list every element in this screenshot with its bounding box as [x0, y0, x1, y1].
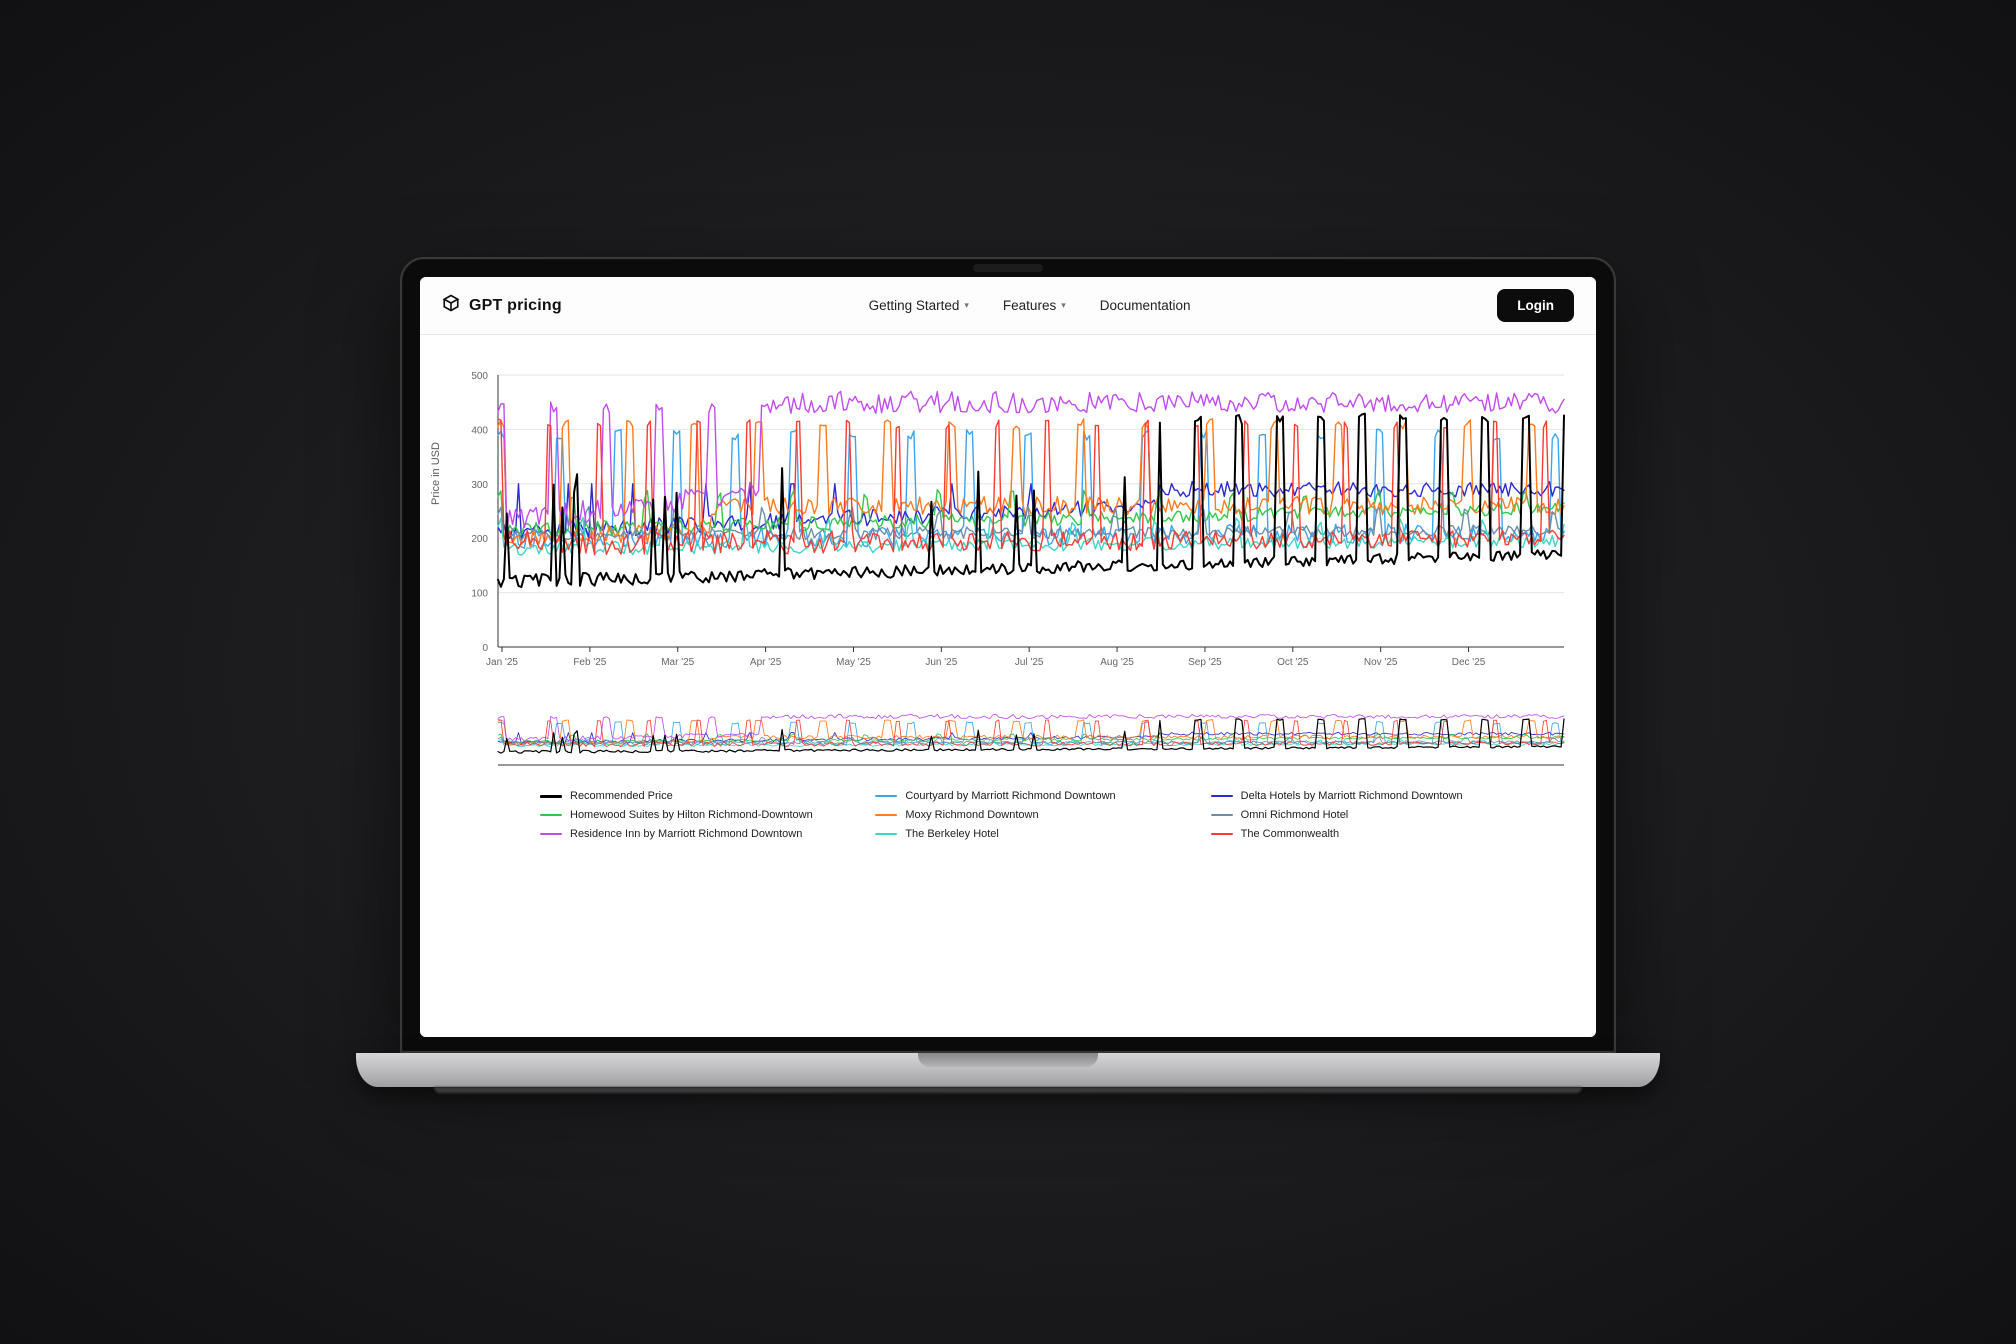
nav-item-label: Getting Started	[869, 298, 960, 313]
legend-item[interactable]: Homewood Suites by Hilton Richmond-Downt…	[540, 809, 865, 821]
svg-text:Apr '25: Apr '25	[750, 657, 782, 668]
svg-text:Mar '25: Mar '25	[661, 657, 694, 668]
nav-item-label: Documentation	[1100, 298, 1191, 313]
legend-swatch	[1211, 833, 1233, 836]
legend-item[interactable]: Recommended Price	[540, 790, 865, 802]
svg-text:100: 100	[471, 589, 488, 600]
nav-links: Getting Started ▾ Features ▾ Documentation	[869, 298, 1191, 313]
legend-label: The Berkeley Hotel	[905, 828, 999, 840]
legend-swatch	[540, 795, 562, 798]
svg-text:300: 300	[471, 480, 488, 491]
svg-text:Jul '25: Jul '25	[1015, 657, 1044, 668]
top-navbar: GPT pricing Getting Started ▾ Features ▾ Doc…	[420, 277, 1596, 335]
chevron-down-icon: ▾	[1061, 300, 1066, 311]
legend-label: Recommended Price	[570, 790, 673, 802]
svg-text:Aug '25: Aug '25	[1100, 657, 1134, 668]
chevron-down-icon: ▾	[964, 300, 969, 311]
svg-text:Dec '25: Dec '25	[1452, 657, 1486, 668]
legend-item[interactable]: Omni Richmond Hotel	[1211, 809, 1536, 821]
legend-swatch	[875, 833, 897, 836]
brand-name: GPT pricing	[469, 297, 562, 315]
camera-notch	[973, 264, 1043, 272]
legend-item[interactable]: The Berkeley Hotel	[875, 828, 1200, 840]
legend-swatch	[875, 795, 897, 798]
chart-legend: Recommended Price Courtyard by Marriott R…	[540, 790, 1536, 840]
legend-item[interactable]: Delta Hotels by Marriott Richmond Downto…	[1211, 790, 1536, 802]
legend-label: Moxy Richmond Downtown	[905, 809, 1038, 821]
nav-item-documentation[interactable]: Documentation	[1100, 298, 1191, 313]
svg-text:Oct '25: Oct '25	[1277, 657, 1309, 668]
legend-label: Homewood Suites by Hilton Richmond-Downt…	[570, 809, 813, 821]
legend-item[interactable]: The Commonwealth	[1211, 828, 1536, 840]
legend-label: Courtyard by Marriott Richmond Downtown	[905, 790, 1115, 802]
legend-swatch	[540, 814, 562, 817]
legend-label: Omni Richmond Hotel	[1241, 809, 1349, 821]
brand[interactable]: GPT pricing	[442, 294, 562, 317]
svg-text:0: 0	[482, 643, 488, 654]
legend-swatch	[540, 833, 562, 836]
legend-swatch	[1211, 795, 1233, 798]
legend-label: Residence Inn by Marriott Richmond Downt…	[570, 828, 802, 840]
nav-item-features[interactable]: Features ▾	[1003, 298, 1066, 313]
svg-text:May '25: May '25	[836, 657, 871, 668]
svg-text:Sep '25: Sep '25	[1188, 657, 1222, 668]
legend-swatch	[1211, 814, 1233, 817]
svg-text:Feb '25: Feb '25	[573, 657, 606, 668]
svg-text:500: 500	[471, 371, 488, 382]
laptop-base	[356, 1053, 1660, 1087]
price-line-chart[interactable]: 0 100 200 300 400 500 Jan '25 Feb '25 Mar '25 Apr…	[440, 365, 1580, 675]
legend-item[interactable]: Residence Inn by Marriott Richmond Downt…	[540, 828, 865, 840]
svg-text:Jan '25: Jan '25	[486, 657, 518, 668]
laptop-mockup: GPT pricing Getting Started ▾ Features ▾ Doc…	[400, 257, 1616, 1087]
nav-item-label: Features	[1003, 298, 1056, 313]
legend-swatch	[875, 814, 897, 817]
legend-item[interactable]: Courtyard by Marriott Richmond Downtown	[875, 790, 1200, 802]
screen: GPT pricing Getting Started ▾ Features ▾ Doc…	[420, 277, 1596, 1037]
svg-text:400: 400	[471, 425, 488, 436]
svg-text:Nov '25: Nov '25	[1364, 657, 1398, 668]
login-button[interactable]: Login	[1497, 289, 1574, 322]
screen-bezel: GPT pricing Getting Started ▾ Features ▾ Doc…	[400, 257, 1616, 1053]
overview-mini-chart[interactable]	[440, 705, 1580, 775]
brand-logo-icon	[442, 294, 460, 317]
legend-item[interactable]: Moxy Richmond Downtown	[875, 809, 1200, 821]
chart-container: Price in USD 0100200300400500Jan '25Feb …	[420, 335, 1596, 1037]
svg-text:200: 200	[471, 534, 488, 545]
nav-item-getting-started[interactable]: Getting Started ▾	[869, 298, 969, 313]
legend-label: Delta Hotels by Marriott Richmond Downto…	[1241, 790, 1463, 802]
legend-label: The Commonwealth	[1241, 828, 1339, 840]
svg-text:Jun '25: Jun '25	[925, 657, 957, 668]
